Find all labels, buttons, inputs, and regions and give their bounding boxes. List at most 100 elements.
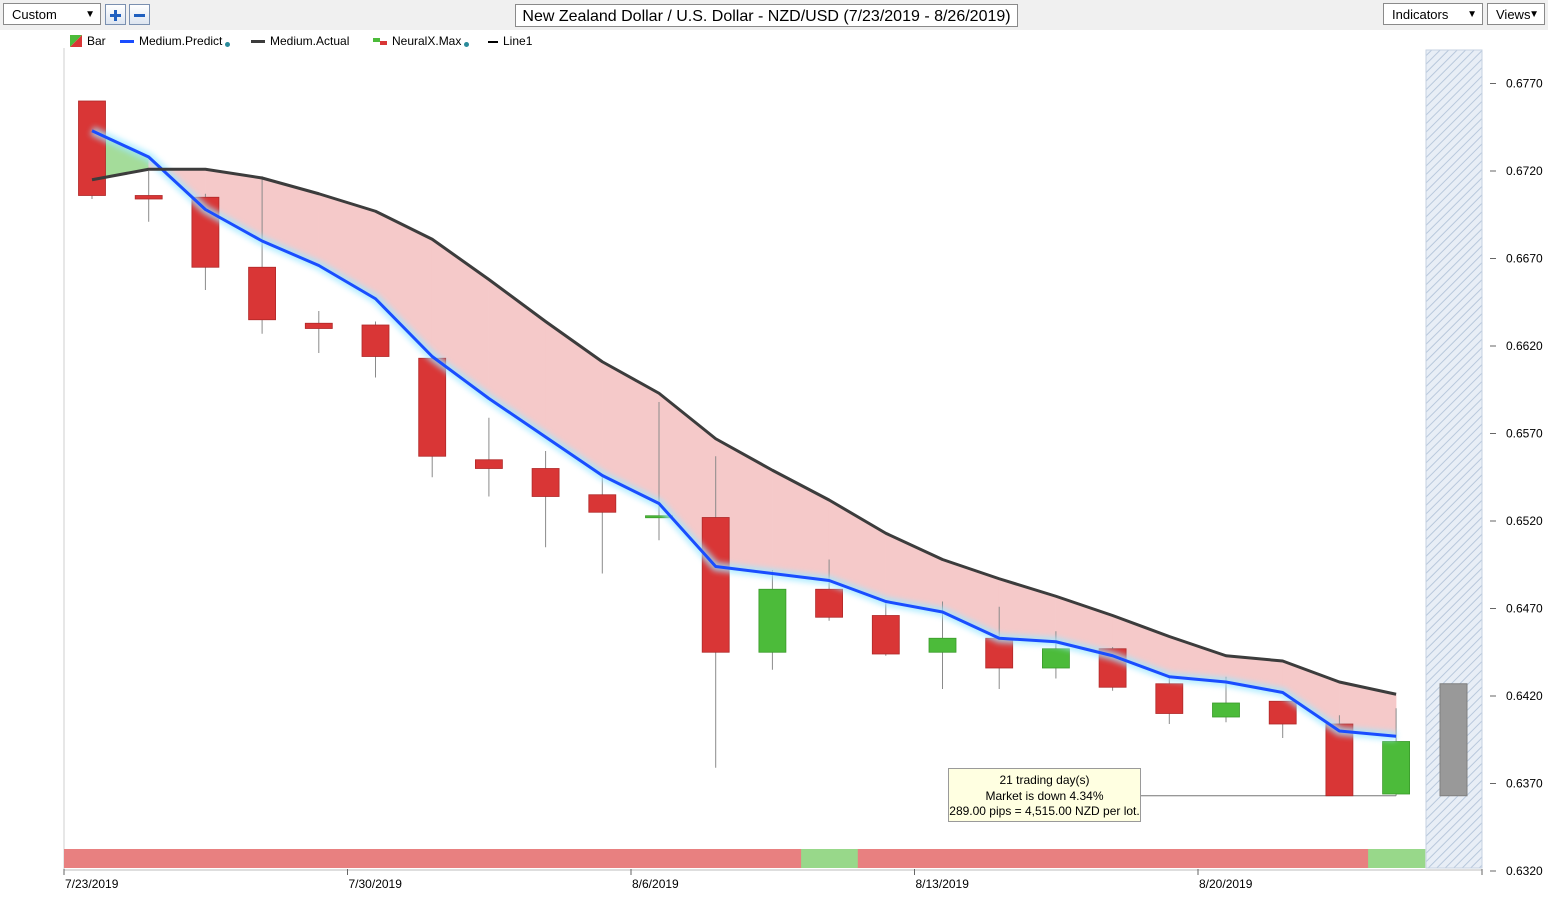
candle <box>361 321 390 378</box>
neuralx-strip-cell <box>460 849 519 868</box>
neuralx-strip-cell <box>517 849 575 868</box>
neuralx-strip-cell <box>914 849 972 868</box>
tooltip-pips: 289.00 pips = 4,515.00 NZD per lot. <box>949 804 1140 818</box>
candle-body <box>304 322 333 329</box>
preset-dropdown[interactable]: Custom ▼ <box>3 3 101 25</box>
medium-actual-line <box>91 167 1397 696</box>
tooltip-market-change: Market is down 4.34% <box>985 788 1104 803</box>
candle <box>304 311 333 353</box>
candle <box>815 559 843 621</box>
neuralx-strip-cell <box>1084 849 1142 868</box>
neuralx-strip-cell <box>744 849 802 868</box>
legend-label: NeuralX.Max <box>392 34 462 48</box>
candle <box>928 601 957 689</box>
chevron-down-icon: ▼ <box>85 9 95 20</box>
minus-icon <box>134 14 145 17</box>
chevron-down-icon: ▼ <box>1467 9 1477 20</box>
neuralx-strip-cell <box>631 849 689 868</box>
candle <box>78 100 106 199</box>
candle-body <box>871 615 900 655</box>
toolbar: Custom ▼ New Zealand Dollar / U.S. Dolla… <box>0 0 1548 30</box>
candle-body <box>1268 700 1297 725</box>
views-dropdown[interactable]: Views ▼ <box>1487 3 1545 25</box>
neuralx-strip-cell <box>1311 849 1369 868</box>
y-tick-label: 0.6470 <box>1506 602 1543 616</box>
x-tick-label: 7/30/2019 <box>349 877 403 891</box>
candle-body <box>1042 648 1070 669</box>
y-tick-label: 0.6670 <box>1506 252 1543 266</box>
neuralx-strip-cell <box>1368 849 1426 868</box>
chart-title: New Zealand Dollar / U.S. Dollar - NZD/U… <box>515 4 1018 27</box>
legend-item-medium-actual[interactable]: Medium.Actual <box>251 34 349 48</box>
candle-body <box>531 468 560 497</box>
x-tick-label: 8/20/2019 <box>1199 877 1253 891</box>
tooltip-days: 21 trading day(s) <box>999 773 1090 787</box>
indicators-dropdown[interactable]: Indicators ▼ <box>1383 3 1483 25</box>
candle-body <box>78 100 106 196</box>
neuralx-strip-cell <box>1141 849 1199 868</box>
y-tick-label: 0.6620 <box>1506 339 1543 353</box>
y-tick-label: 0.6570 <box>1506 427 1543 441</box>
neuralx-strip-cell <box>801 849 859 868</box>
candle <box>248 176 277 334</box>
neuralx-strip-cell <box>574 849 632 868</box>
add-button[interactable] <box>105 4 126 25</box>
candle-body <box>134 195 163 200</box>
y-tick-label: 0.6720 <box>1506 164 1543 178</box>
legend-label: Line1 <box>503 34 533 48</box>
neuralx-strip-cell <box>234 849 292 868</box>
candle <box>1382 708 1410 796</box>
candlestick-chart[interactable]: 0.6770 0.6720 0.6670 0.6620 0.6570 0.6520 0.64… <box>0 30 1548 900</box>
candle-body <box>418 357 447 457</box>
neuralx-strip-cell <box>1198 849 1256 868</box>
legend-label: Bar <box>87 34 106 48</box>
indicators-label: Indicators <box>1392 7 1449 22</box>
candle-body <box>474 459 503 469</box>
candle-body <box>1212 702 1240 718</box>
candle-body <box>1382 741 1410 795</box>
legend-label: Medium.Actual <box>270 34 350 48</box>
remove-button[interactable] <box>129 4 150 25</box>
neuralx-strip-cell <box>971 849 1029 868</box>
neuralx-strip-cell <box>290 849 348 868</box>
candle-body <box>1155 683 1184 714</box>
y-tick-label: 0.6320 <box>1506 864 1543 878</box>
candle <box>871 603 900 656</box>
candle-body <box>248 266 277 321</box>
candle <box>134 171 163 222</box>
candle-body <box>815 588 843 618</box>
neuralx-strip-cell <box>857 849 915 868</box>
candle <box>474 417 503 497</box>
neuralx-strip-cell <box>64 849 122 868</box>
x-tick-label: 7/23/2019 <box>65 877 119 891</box>
legend-label: Medium.Predict <box>139 34 223 48</box>
legend-item-line1[interactable]: Line1 <box>488 34 532 48</box>
legend-item-medium-predict[interactable]: Medium.Predict <box>120 34 231 48</box>
candle <box>1155 675 1184 724</box>
neuralx-strip-cell <box>177 849 235 868</box>
chevron-down-icon: ▼ <box>1529 9 1539 20</box>
neuralx-strip-cell <box>1027 849 1086 868</box>
neuralx-strip-cell <box>120 849 178 868</box>
neuralx-strip-cell <box>404 849 462 868</box>
y-tick-label: 0.6770 <box>1506 77 1543 91</box>
candle <box>1268 700 1297 738</box>
neuralx-strip-cell <box>1254 849 1312 868</box>
line-swatch-icon <box>251 40 265 43</box>
x-tick-label: 8/6/2019 <box>632 877 679 891</box>
candle-body <box>928 637 957 653</box>
bar-swatch-icon <box>70 35 82 47</box>
candle-body <box>758 588 787 653</box>
legend-item-neuralx-max[interactable]: NeuralX.Max <box>373 34 470 48</box>
views-label: Views <box>1496 7 1531 22</box>
legend-item-bar[interactable]: Bar <box>70 34 106 48</box>
y-tick-label: 0.6370 <box>1506 777 1543 791</box>
info-dot-icon <box>225 41 231 47</box>
candle-body <box>588 494 617 513</box>
candle <box>531 451 560 548</box>
y-tick-label: 0.6420 <box>1506 689 1543 703</box>
candle-body <box>701 517 730 653</box>
candle <box>588 477 617 574</box>
neuralx-strip-cell <box>347 849 405 868</box>
candle <box>758 570 787 670</box>
